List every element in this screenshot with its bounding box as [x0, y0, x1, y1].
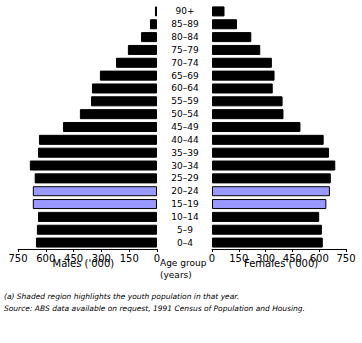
svg-text:450: 450	[283, 253, 302, 264]
svg-text:Males ('000): Males ('000)	[52, 257, 115, 269]
svg-text:0–4: 0–4	[177, 238, 193, 248]
svg-text:150: 150	[229, 253, 248, 264]
svg-text:150: 150	[120, 253, 139, 264]
svg-text:80–84: 80–84	[171, 32, 199, 42]
svg-text:40–44: 40–44	[171, 135, 199, 145]
svg-text:65–69: 65–69	[171, 71, 199, 81]
svg-text:25–29: 25–29	[171, 173, 199, 183]
svg-text:Age group: Age group	[160, 258, 207, 268]
svg-text:70–74: 70–74	[171, 58, 199, 68]
svg-text:55–59: 55–59	[171, 96, 199, 106]
svg-text:20–24: 20–24	[171, 186, 199, 196]
svg-text:30–34: 30–34	[171, 161, 199, 171]
svg-text:300: 300	[256, 253, 275, 264]
svg-text:90+: 90+	[176, 6, 195, 16]
svg-text:450: 450	[64, 253, 83, 264]
svg-text:300: 300	[92, 253, 111, 264]
svg-text:15–19: 15–19	[171, 199, 199, 209]
svg-text:0: 0	[154, 253, 160, 264]
svg-text:10–14: 10–14	[171, 212, 199, 222]
svg-text:35–39: 35–39	[171, 148, 199, 158]
svg-text:60–64: 60–64	[171, 83, 199, 93]
svg-text:(a) Shaded region highlights t: (a) Shaded region highlights the youth p…	[4, 292, 239, 301]
svg-text:Source: ABS data available on: Source: ABS data available on request, 1…	[4, 304, 305, 313]
svg-text:750: 750	[8, 253, 27, 264]
svg-text:85–89: 85–89	[171, 19, 199, 29]
svg-text:45–49: 45–49	[171, 122, 199, 132]
svg-text:600: 600	[36, 253, 55, 264]
svg-text:50–54: 50–54	[171, 109, 199, 119]
svg-text:0: 0	[209, 253, 215, 264]
svg-text:5–9: 5–9	[177, 225, 193, 235]
svg-text:Females ('000): Females ('000)	[244, 257, 319, 269]
svg-text:(years): (years)	[160, 270, 192, 280]
svg-text:75–79: 75–79	[171, 45, 199, 55]
svg-text:750: 750	[336, 253, 355, 264]
svg-text:600: 600	[310, 253, 329, 264]
